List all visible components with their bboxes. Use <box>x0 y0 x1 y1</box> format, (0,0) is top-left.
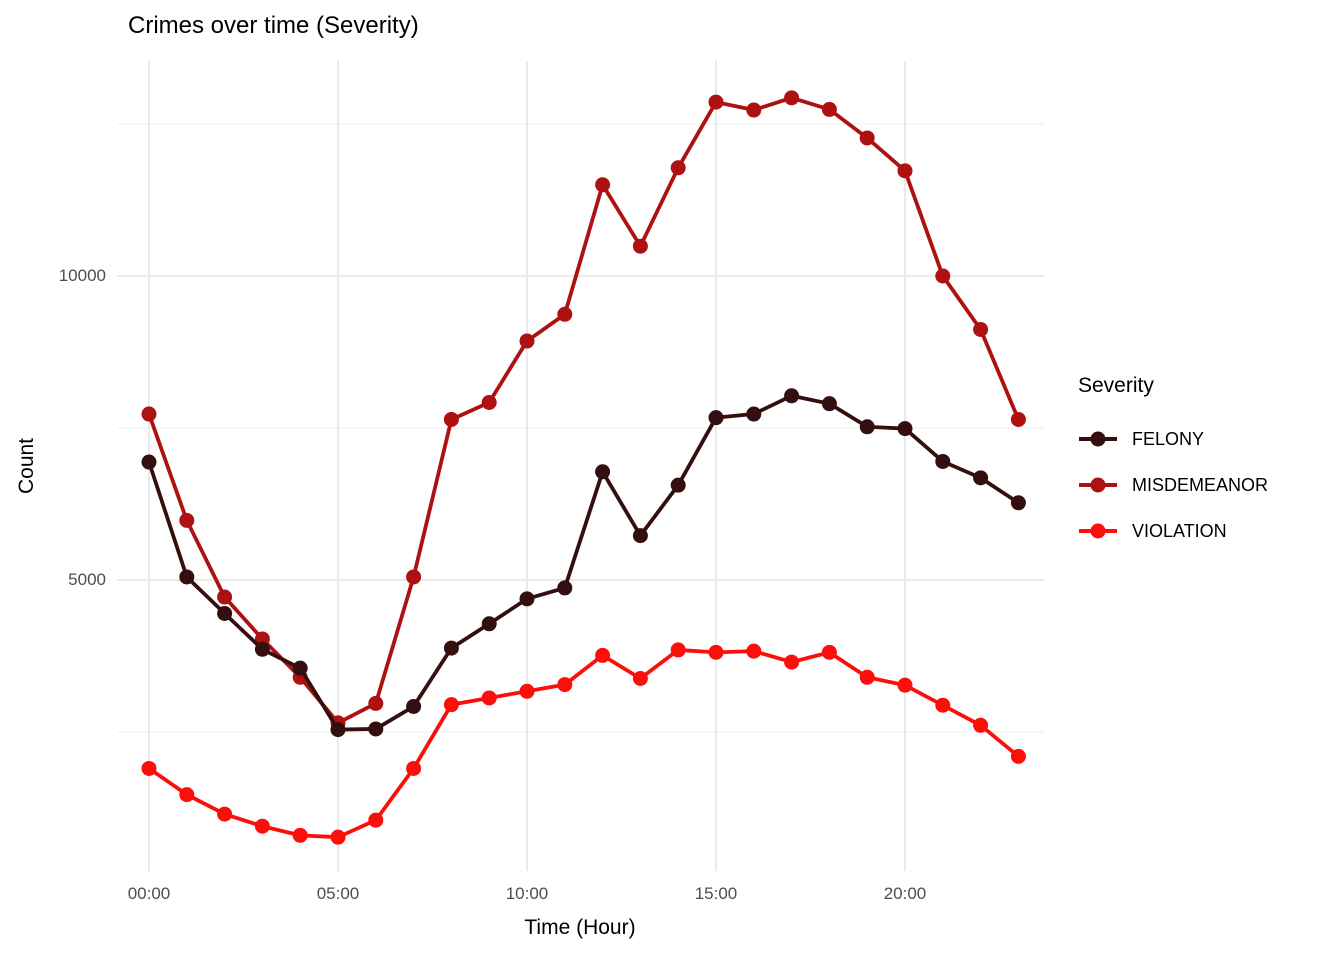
data-point-felony-21 <box>935 453 951 469</box>
data-point-misdemeanor-0 <box>141 406 157 422</box>
data-point-misdemeanor-21 <box>935 268 951 284</box>
data-point-violation-3 <box>254 818 270 834</box>
legend-key-misdemeanor-icon <box>1079 477 1117 493</box>
data-point-violation-7 <box>406 760 422 776</box>
data-point-misdemeanor-19 <box>859 130 875 146</box>
data-point-felony-8 <box>443 640 459 656</box>
data-point-violation-10 <box>519 683 535 699</box>
data-point-felony-11 <box>557 580 573 596</box>
data-point-felony-13 <box>632 528 648 544</box>
data-point-violation-18 <box>821 644 837 660</box>
x-tick-label-0500: 05:00 <box>316 884 360 903</box>
data-point-felony-2 <box>217 605 233 621</box>
data-point-felony-18 <box>821 396 837 412</box>
data-point-violation-21 <box>935 697 951 713</box>
data-point-felony-0 <box>141 454 157 470</box>
data-point-misdemeanor-16 <box>746 102 762 118</box>
data-point-felony-23 <box>1010 495 1026 511</box>
data-point-felony-22 <box>973 470 989 486</box>
y-axis-title: Count <box>15 437 38 495</box>
data-point-felony-4 <box>292 660 308 676</box>
data-point-violation-15 <box>708 644 724 660</box>
legend: Severity FELONY MISDEMEANOR VIOLATION <box>1078 374 1268 566</box>
data-point-violation-12 <box>595 647 611 663</box>
data-point-violation-17 <box>784 654 800 670</box>
data-point-felony-17 <box>784 388 800 404</box>
data-point-felony-15 <box>708 410 724 426</box>
data-point-misdemeanor-10 <box>519 333 535 349</box>
data-point-misdemeanor-7 <box>406 569 422 585</box>
y-tick-label-10000: 10000 <box>58 266 106 285</box>
data-point-misdemeanor-8 <box>443 411 459 427</box>
data-point-violation-8 <box>443 697 459 713</box>
data-point-felony-16 <box>746 406 762 422</box>
data-point-misdemeanor-13 <box>632 238 648 254</box>
data-point-violation-23 <box>1010 748 1026 764</box>
data-point-misdemeanor-1 <box>179 512 195 528</box>
legend-item-misdemeanor: MISDEMEANOR <box>1078 474 1268 496</box>
data-point-misdemeanor-22 <box>973 322 989 338</box>
data-point-violation-11 <box>557 677 573 693</box>
x-axis-title: Time (Hour) <box>524 916 636 939</box>
data-point-felony-19 <box>859 419 875 435</box>
series-line-felony <box>147 393 1021 732</box>
legend-item-felony: FELONY <box>1078 428 1268 450</box>
data-point-violation-20 <box>897 677 913 693</box>
data-point-felony-9 <box>481 616 497 632</box>
x-tick-label-2000: 20:00 <box>883 884 927 903</box>
data-point-misdemeanor-12 <box>595 177 611 193</box>
data-point-felony-20 <box>897 421 913 437</box>
data-point-violation-1 <box>179 787 195 803</box>
chart-title: Crimes over time (Severity) <box>128 12 419 39</box>
series-line-misdemeanor <box>147 95 1021 725</box>
legend-item-violation: VIOLATION <box>1078 520 1268 542</box>
legend-key-violation-icon <box>1079 523 1117 539</box>
data-point-violation-4 <box>292 827 308 843</box>
data-point-violation-6 <box>368 812 384 828</box>
data-point-felony-14 <box>670 477 686 493</box>
data-point-violation-5 <box>330 829 346 845</box>
data-point-misdemeanor-14 <box>670 160 686 176</box>
legend-label-felony: FELONY <box>1132 428 1205 449</box>
data-point-felony-1 <box>179 569 195 585</box>
data-point-felony-7 <box>406 698 422 714</box>
x-tick-label-1500: 15:00 <box>694 884 738 903</box>
data-point-misdemeanor-23 <box>1010 411 1026 427</box>
data-point-violation-9 <box>481 690 497 706</box>
data-point-felony-6 <box>368 721 384 737</box>
data-point-misdemeanor-15 <box>708 94 724 110</box>
legend-title: Severity <box>1078 374 1154 397</box>
legend-key-felony-icon <box>1079 431 1117 447</box>
data-point-felony-5 <box>330 722 346 738</box>
data-point-misdemeanor-11 <box>557 306 573 322</box>
x-tick-label-1000: 10:00 <box>505 884 549 903</box>
data-point-misdemeanor-20 <box>897 163 913 179</box>
data-point-misdemeanor-17 <box>784 90 800 106</box>
data-point-violation-2 <box>217 806 233 822</box>
data-point-violation-22 <box>973 717 989 733</box>
data-point-violation-19 <box>859 669 875 685</box>
series-line-violation <box>147 648 1021 840</box>
legend-label-violation: VIOLATION <box>1132 520 1227 541</box>
data-point-felony-10 <box>519 591 535 607</box>
data-point-felony-12 <box>595 464 611 480</box>
legend-label-misdemeanor: MISDEMEANOR <box>1132 474 1269 495</box>
data-point-violation-0 <box>141 760 157 776</box>
data-point-misdemeanor-6 <box>368 695 384 711</box>
data-point-misdemeanor-18 <box>821 101 837 117</box>
data-point-misdemeanor-9 <box>481 394 497 410</box>
data-point-misdemeanor-3 <box>254 631 270 647</box>
data-point-violation-13 <box>632 670 648 686</box>
data-point-violation-16 <box>746 643 762 659</box>
x-tick-label-0000: 00:00 <box>127 884 171 903</box>
y-tick-label-5000: 5000 <box>68 570 106 589</box>
data-point-felony-3 <box>254 641 270 657</box>
data-point-violation-14 <box>670 642 686 658</box>
data-point-misdemeanor-2 <box>217 589 233 605</box>
